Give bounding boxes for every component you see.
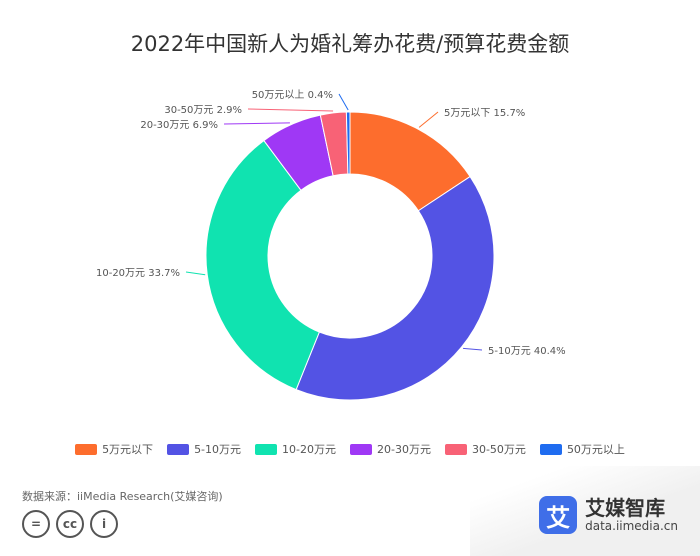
- nd-icon: =: [22, 510, 50, 538]
- labels-group: 5万元以下 15.7% 5-10万元 40.4% 10-20万元 33.7% 20-3…: [96, 89, 566, 357]
- legend-item-2[interactable]: 10-20万元: [255, 441, 336, 457]
- donut-chart: 5万元以下 15.7% 5-10万元 40.4% 10-20万元 33.7% 20-3…: [96, 89, 566, 401]
- legend-label-0: 5万元以下: [102, 443, 154, 456]
- legend-item-1[interactable]: 5-10万元: [167, 441, 241, 457]
- legend: 5万元以下 5-10万元 10-20万元 20-30万元 30-50万元 50万元以上: [0, 441, 700, 457]
- slice-label-2: 10-20万元 33.7%: [96, 268, 180, 279]
- legend-label-4: 30-50万元: [471, 443, 526, 456]
- leader-line-4: [247, 108, 334, 112]
- slice-label-4: 30-50万元 2.9%: [164, 105, 242, 116]
- leader-line-0: [418, 111, 439, 128]
- legend-item-0[interactable]: 5万元以下: [75, 441, 153, 457]
- legend-label-2: 10-20万元: [282, 443, 336, 456]
- watermark-background: [470, 466, 700, 556]
- legend-label-3: 20-30万元: [377, 443, 431, 456]
- brand-name: 艾媒智库: [585, 495, 666, 520]
- leaders-group: [185, 93, 483, 351]
- brand-logo-block: 艾 艾媒智库 data.iimedia.cn: [539, 496, 678, 534]
- legend-swatch-4: [444, 443, 467, 455]
- leader-line-2: [185, 271, 206, 276]
- leader-line-3: [223, 122, 290, 125]
- chart-title: 2022年中国新人为婚礼筹办花费/预算花费金额: [130, 32, 570, 56]
- legend-swatch-2: [255, 443, 278, 455]
- slice-label-5: 50万元以上 0.4%: [252, 89, 333, 101]
- legend-swatch-3: [350, 443, 372, 455]
- legend-label-5: 50万元以上: [566, 443, 625, 456]
- slices-group: [205, 111, 495, 401]
- cc-icon: cc: [56, 510, 84, 538]
- legend-swatch-0: [75, 443, 98, 455]
- legend-item-5[interactable]: 50万元以上: [539, 441, 625, 457]
- slice-2: [205, 139, 320, 391]
- leader-line-5: [338, 93, 349, 111]
- license-icons: = cc i: [22, 510, 118, 538]
- brand-url: data.iimedia.cn: [585, 518, 678, 533]
- legend-item-4[interactable]: 30-50万元: [444, 441, 526, 457]
- source-note: 数据来源：iiMedia Research(艾媒咨询): [22, 490, 223, 503]
- slice-5: [345, 111, 351, 175]
- legend-item-3[interactable]: 20-30万元: [350, 441, 431, 457]
- legend-swatch-5: [539, 443, 562, 455]
- slice-1: [295, 175, 495, 401]
- slice-label-1: 5-10万元 40.4%: [488, 346, 566, 357]
- attribution-icon: i: [90, 510, 118, 538]
- legend-label-1: 5-10万元: [194, 443, 242, 456]
- slice-label-3: 20-30万元 6.9%: [140, 120, 218, 131]
- legend-swatch-1: [167, 443, 190, 455]
- slice-label-0: 5万元以下 15.7%: [444, 108, 525, 119]
- brand-logo-icon: 艾: [539, 496, 578, 534]
- brand-text: 艾媒智库 data.iimedia.cn: [585, 495, 678, 534]
- leader-line-1: [463, 347, 483, 351]
